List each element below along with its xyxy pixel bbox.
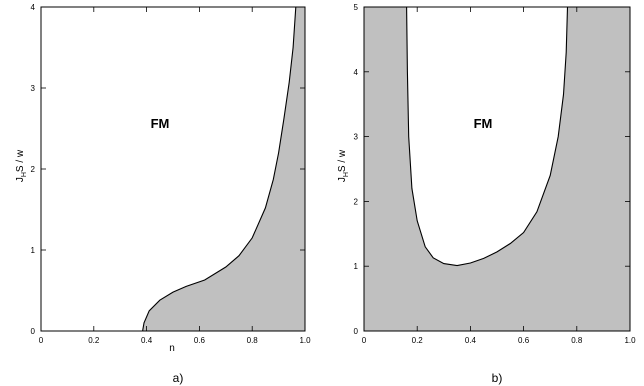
panel-a-caption: a): [173, 371, 184, 385]
panel-a-y-label-main: J: [15, 177, 26, 182]
panel-b-shaded-region: [364, 7, 630, 331]
panel-b-x-tick-label: 0.6: [518, 336, 530, 345]
panel-a-x-tick-label: 0.4: [141, 336, 153, 345]
panel-b-x-tick-label: 0: [362, 336, 367, 345]
panel-b-y-axis-label: JHS / w: [337, 149, 350, 182]
panel-a-y-label-rest: S / w: [15, 149, 26, 172]
panel-b-y-label-main: J: [337, 177, 348, 182]
panel-a-y-tick-label: 4: [31, 3, 36, 12]
panel-a-y-tick-label: 1: [31, 246, 36, 255]
panel-b-y-tick-label: 2: [354, 197, 359, 206]
panel-a-y-tick-label: 3: [31, 84, 36, 93]
panel-b: 0 0.2 0.4 0.6 0.8 1.0 0 1 2 3 4 5 FM JHS / w b): [337, 3, 636, 385]
panel-b-y-label-sub: H: [343, 172, 350, 177]
panel-b-y-label-rest: S / w: [337, 149, 348, 172]
panel-a-y-label-sub: H: [21, 172, 28, 177]
panel-b-region-label: FM: [474, 116, 493, 131]
panel-a-y-tick-label: 0: [31, 327, 36, 336]
panel-a: 0 0.2 0.4 0.6 0.8 1.0 0 1 2 3 4 FM n JHS / w a): [15, 3, 311, 385]
panel-b-x-tick-label: 0.8: [571, 336, 583, 345]
panel-a-x-tick-label: 0: [39, 336, 44, 345]
panel-a-y-tick-label: 2: [31, 165, 36, 174]
panel-b-y-tick-label: 3: [354, 133, 359, 142]
panel-b-x-tick-label: 0.4: [465, 336, 477, 345]
panel-a-x-tick-label: 1.0: [299, 336, 311, 345]
panel-a-phase-boundary: [142, 6, 297, 332]
panel-b-y-tick-label: 5: [354, 3, 359, 12]
panel-b-phase-boundary: [406, 6, 569, 267]
panel-a-x-axis-label: n: [169, 343, 175, 354]
panel-b-caption: b): [492, 371, 503, 385]
panel-a-shaded-region: [142, 7, 305, 331]
panel-b-x-tick-label: 0.2: [412, 336, 424, 345]
panel-b-y-tick-label: 1: [354, 262, 359, 271]
panel-a-region-label: FM: [151, 116, 170, 131]
panel-b-y-tick-label: 4: [354, 68, 359, 77]
panel-b-plot-frame: [363, 6, 631, 332]
panel-b-x-tick-label: 1.0: [624, 336, 636, 345]
panel-a-x-tick-label: 0.8: [247, 336, 259, 345]
panel-a-x-tick-label: 0.2: [88, 336, 100, 345]
panel-b-y-tick-label: 0: [354, 327, 359, 336]
panel-a-y-axis-label: JHS / w: [15, 149, 28, 182]
panel-a-x-tick-label: 0.6: [194, 336, 206, 345]
